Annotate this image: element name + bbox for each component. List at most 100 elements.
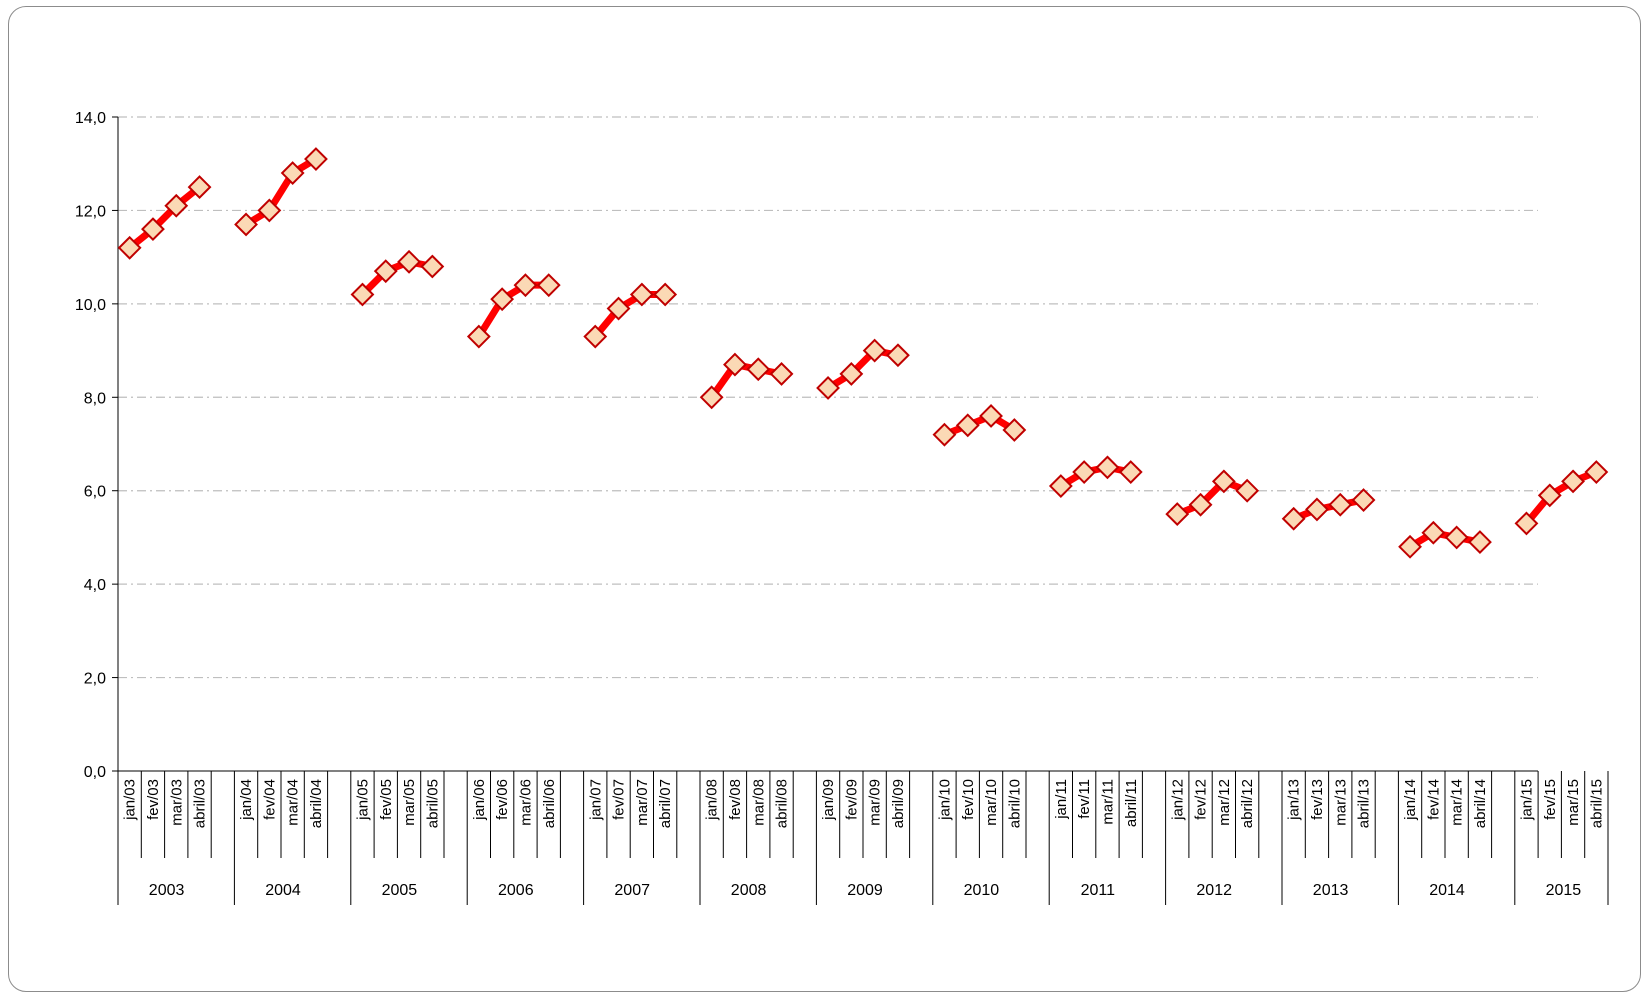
data-point <box>490 287 515 312</box>
x-tick-label: mar/03 <box>168 779 185 826</box>
data-point <box>141 217 165 242</box>
x-tick-label: abril/12 <box>1239 779 1256 828</box>
data-point <box>1235 478 1260 503</box>
x-tick-label: fev/06 <box>494 779 511 820</box>
data-point <box>187 175 212 199</box>
x-tick-label: jan/11 <box>1053 779 1070 820</box>
year-label: 2004 <box>265 882 301 899</box>
data-point <box>1398 534 1422 559</box>
data-point <box>723 352 747 377</box>
y-tick-label: 8,0 <box>84 390 106 407</box>
y-tick-label: 4,0 <box>84 577 106 594</box>
series-line-2005 <box>359 258 434 297</box>
data-point <box>955 413 980 438</box>
data-point <box>1561 469 1585 494</box>
x-tick-label: abril/09 <box>890 779 907 828</box>
data-point <box>420 254 445 279</box>
series-line-2009 <box>826 347 899 391</box>
data-point <box>1444 525 1469 550</box>
series-line-2008 <box>708 361 783 400</box>
x-tick-label: jan/14 <box>1402 779 1419 821</box>
x-tick-label: fev/12 <box>1193 779 1210 820</box>
data-point <box>536 273 561 298</box>
series-line-2012 <box>1175 477 1249 518</box>
x-tick-label: jan/12 <box>1169 779 1186 821</box>
data-point <box>280 161 305 185</box>
y-tick-label: 2,0 <box>84 671 106 688</box>
year-label: 2007 <box>614 882 650 899</box>
x-tick-label: fev/07 <box>611 779 628 820</box>
series-line-2006 <box>475 281 549 339</box>
data-point <box>629 282 654 307</box>
year-label: 2013 <box>1313 882 1349 899</box>
data-point <box>1211 469 1236 494</box>
x-tick-label: abril/08 <box>774 779 791 828</box>
year-label: 2015 <box>1546 882 1582 899</box>
x-tick-label: jan/09 <box>820 779 837 821</box>
data-point <box>653 282 678 307</box>
series-line-2015 <box>1523 468 1598 526</box>
x-tick-label: fev/09 <box>843 779 860 820</box>
x-tick-label: jan/10 <box>936 779 953 821</box>
data-point <box>1514 511 1539 536</box>
data-point <box>304 147 328 171</box>
x-tick-label: fev/15 <box>1542 779 1559 820</box>
x-tick-label: mar/12 <box>1216 779 1233 826</box>
x-tick-label: abril/04 <box>308 779 325 828</box>
x-tick-label: fev/05 <box>378 779 395 820</box>
x-tick-label: abril/06 <box>541 779 558 828</box>
year-label: 2008 <box>731 882 767 899</box>
x-tick-label: fev/14 <box>1425 779 1442 820</box>
data-point <box>1281 506 1306 531</box>
data-point <box>1095 455 1120 480</box>
x-tick-label: abril/05 <box>424 779 441 828</box>
data-point <box>513 273 538 298</box>
x-tick-label: fev/03 <box>145 779 162 820</box>
x-tick-label: fev/08 <box>727 779 744 820</box>
x-tick-label: mar/10 <box>983 779 1000 826</box>
data-point <box>583 324 608 349</box>
x-tick-label: mar/05 <box>401 779 418 826</box>
x-tick-label: mar/07 <box>634 779 651 826</box>
data-point <box>932 422 957 447</box>
data-point <box>769 362 794 386</box>
x-tick-label: jan/03 <box>122 779 139 821</box>
x-tick-label: jan/06 <box>471 779 488 821</box>
x-tick-label: jan/08 <box>704 779 721 821</box>
x-tick-label: mar/09 <box>867 779 884 826</box>
series-line-2014 <box>1408 529 1481 550</box>
data-point <box>1305 497 1329 522</box>
year-label: 2005 <box>382 882 418 899</box>
x-tick-label: mar/15 <box>1565 779 1582 826</box>
x-tick-label: mar/06 <box>517 779 534 826</box>
year-label: 2010 <box>964 882 1000 899</box>
x-tick-label: jan/04 <box>238 779 255 821</box>
series-line-2007 <box>592 291 666 339</box>
year-label: 2009 <box>847 882 883 899</box>
data-point <box>862 338 887 363</box>
series-line-2013 <box>1292 496 1365 522</box>
data-point <box>257 198 282 223</box>
data-point <box>746 357 771 382</box>
data-point <box>1328 492 1353 517</box>
x-tick-label: jan/13 <box>1286 779 1303 821</box>
x-tick-label: mar/14 <box>1449 779 1466 826</box>
data-point <box>1002 418 1027 442</box>
x-tick-label: fev/11 <box>1076 779 1093 819</box>
x-tick-label: fev/04 <box>261 779 278 820</box>
series-line-2010 <box>943 412 1017 438</box>
y-tick-label: 0,0 <box>84 764 106 781</box>
x-tick-label: abril/11 <box>1123 779 1140 827</box>
data-point <box>1421 520 1446 545</box>
data-point <box>699 385 724 410</box>
series-line-2004 <box>244 156 318 228</box>
year-label: 2012 <box>1196 882 1232 899</box>
year-label: 2014 <box>1429 882 1465 899</box>
x-tick-label: fev/13 <box>1309 779 1326 820</box>
data-point <box>373 259 398 284</box>
data-point <box>1072 460 1097 484</box>
data-point <box>606 296 631 321</box>
data-point <box>1584 460 1609 484</box>
data-point <box>1351 488 1376 512</box>
x-tick-label: mar/13 <box>1332 779 1349 826</box>
